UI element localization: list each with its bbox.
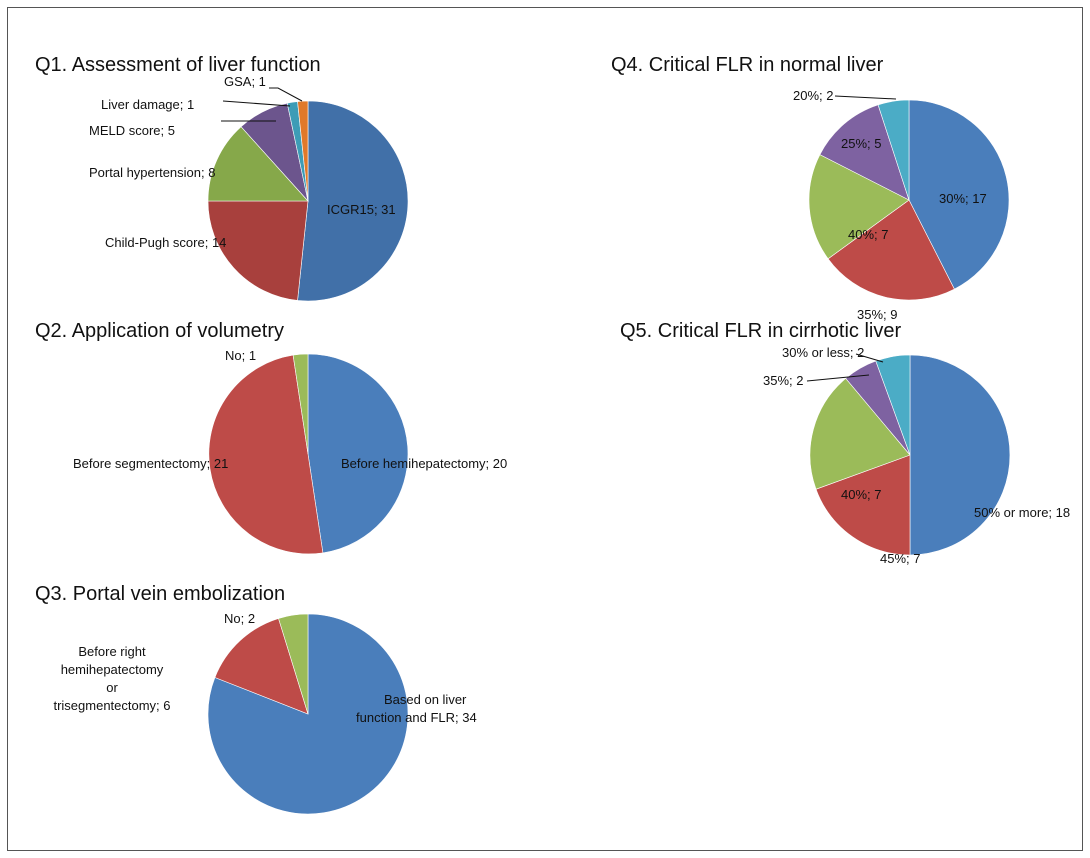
slice-label: Before segmentectomy; 21: [73, 456, 228, 471]
slice-label: Liver damage; 1: [101, 97, 194, 112]
pie-slice: [207, 126, 309, 202]
chart-title: Q2. Application of volumetry: [35, 320, 284, 342]
slice-label: No; 1: [225, 348, 256, 363]
slice-label: Child-Pugh score; 14: [105, 235, 226, 250]
pie-slice: [827, 199, 955, 301]
pie-slice: [292, 353, 309, 455]
slice-label: 30% or less; 2: [782, 345, 864, 360]
chart-title: Q5. Critical FLR in cirrhotic liver: [620, 320, 902, 342]
pie-slice: [819, 104, 910, 201]
slice-label: 40%; 7: [841, 487, 881, 502]
slice-label: 30%; 17: [939, 191, 987, 206]
slice-label: Before hemihepatectomy; 20: [341, 456, 507, 471]
slice-label: 25%; 5: [841, 136, 881, 151]
pie-slice: [207, 200, 309, 301]
pie-chart-q3: Q3. Portal vein embolization Based on liv…: [35, 583, 477, 815]
slice-label: Before right hemihepatectomy or trisegmente…: [53, 644, 170, 713]
pie-slice: [278, 613, 309, 715]
leader-line: [855, 353, 884, 363]
leader-line: [222, 100, 291, 107]
pie-slice: [208, 354, 324, 555]
slice-label: MELD score; 5: [89, 123, 175, 138]
pie-slice: [808, 154, 910, 260]
chart-title: Q3. Portal vein embolization: [35, 583, 285, 605]
pie-slice: [214, 618, 309, 715]
pie-chart-q1: Q1. Assessment of liver function ICGR15; …: [35, 54, 409, 302]
pie-slice: [877, 99, 910, 201]
pie-slice: [875, 354, 911, 456]
pie-slice: [297, 100, 409, 302]
pie-chart-q2: Q2. Application of volumetry Before hemih…: [35, 320, 507, 555]
pie-slice: [307, 353, 409, 554]
leader-line: [269, 87, 303, 102]
slice-label: 35%; 2: [763, 373, 803, 388]
slice-label: GSA; 1: [224, 74, 266, 89]
pie-slice: [815, 454, 911, 556]
leader-line: [806, 374, 870, 382]
chart-title: Q4. Critical FLR in normal liver: [611, 54, 884, 76]
pie-chart-q4: Q4. Critical FLR in normal liver 30%; 17 3…: [611, 54, 1010, 322]
slice-label: ICGR15; 31: [327, 202, 396, 217]
leader-line: [834, 95, 897, 100]
slice-label: 50% or more; 18: [974, 505, 1070, 520]
slice-label: 20%; 2: [793, 88, 833, 103]
slice-label: 45%; 7: [880, 551, 920, 566]
slice-label: 35%; 9: [857, 307, 897, 322]
pie-slice: [908, 99, 1010, 290]
chart-title: Q1. Assessment of liver function: [35, 54, 321, 76]
pie-slice: [809, 377, 911, 490]
slice-label: Portal hypertension; 8: [89, 165, 215, 180]
pie-chart-q5: Q5. Critical FLR in cirrhotic liver 50% o…: [620, 320, 1070, 566]
pie-slice: [297, 100, 309, 202]
pie-slice: [909, 354, 1011, 556]
slice-label: No; 2: [224, 611, 255, 626]
slice-label: Based on liver function and FLR; 34: [356, 692, 477, 725]
slice-label: 40%; 7: [848, 227, 888, 242]
